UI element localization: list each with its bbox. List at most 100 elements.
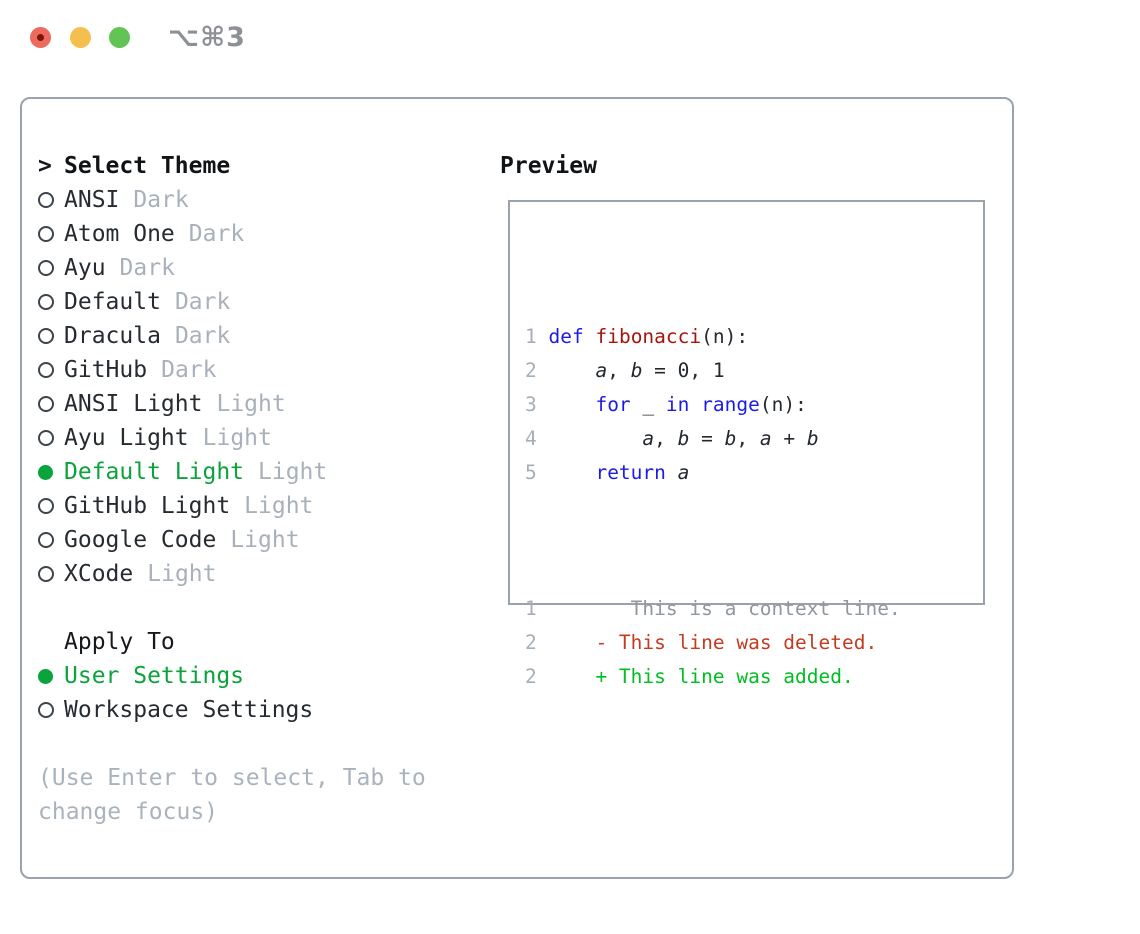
preview-title: Preview [500,153,597,179]
code-segment: _ [630,393,666,416]
code-segment: , [654,427,678,450]
diff-lines: 1 This is a context line. 2 - This line w… [525,592,901,694]
theme-selector-window: > Select Theme ANSI Dark Atom One Dark Ayu Da… [20,97,1014,879]
code-segment [584,325,596,348]
theme-item-dracula-dark[interactable]: Dracula Dark [38,319,327,353]
code-segment: in [665,393,690,416]
preview-line: 2 a, b = 0, 1 [525,354,901,388]
code-segment: 1 [525,597,537,620]
radio-icon [38,226,54,242]
zoom-button[interactable] [109,27,130,48]
theme-item-atom-one-dark[interactable]: Atom One Dark [38,217,327,251]
code-segment: 4 [525,427,549,450]
help-hint-text: (Use Enter to select, Tab to change focu… [38,765,426,825]
preview-line: 4 a, b = b, a + b [525,422,901,456]
code-segment: This is a context line. [536,597,901,620]
radio-icon [38,192,54,208]
radio-icon [38,430,54,446]
theme-name: ANSI Light [64,391,203,417]
apply-to-list: User Settings Workspace Settings [38,659,313,727]
theme-item-default-dark[interactable]: Default Dark [38,285,327,319]
code-segment: range [701,393,760,416]
code-segment: 3 [525,393,549,416]
code-segment: = [689,427,725,450]
code-segment [548,461,595,484]
preview-line: 2 - This line was deleted. [525,626,901,660]
theme-item-github-light-light[interactable]: GitHub Light Light [38,489,327,523]
code-segment: , [607,359,631,382]
code-segment: 2 [525,631,537,654]
theme-name: Default [64,289,161,315]
code-segment: for [595,393,631,416]
code-segment: = 0, 1 [642,359,725,382]
code-segment: + This line was added. [595,665,854,688]
theme-variant: Dark [133,187,189,213]
code-segment: (n): [701,325,749,348]
code-segment: return [595,461,666,484]
radio-icon [38,362,54,378]
theme-item-ayu-light-light[interactable]: Ayu Light Light [38,421,327,455]
code-segment: a [677,461,690,484]
theme-name: GitHub [64,357,148,383]
theme-name: Dracula [64,323,161,349]
theme-item-xcode-light[interactable]: XCode Light [38,557,327,591]
code-segment: 1 [525,325,549,348]
code-segment [689,393,701,416]
radio-icon [38,566,54,582]
code-segment [548,393,595,416]
apply-option-workspace-settings[interactable]: Workspace Settings [38,693,313,727]
code-segment: 2 [525,665,537,688]
theme-variant: Light [147,561,217,587]
theme-variant: Light [244,493,314,519]
theme-variant: Dark [174,289,231,315]
radio-icon [38,702,54,718]
radio-icon [38,260,54,276]
preview-line: 5 return a [525,456,901,490]
window-title: ⌥⌘3 [168,22,246,53]
preview-line: 1 This is a context line. [525,592,901,626]
theme-list: > Select Theme ANSI Dark Atom One Dark Ayu Da… [38,149,327,591]
code-segment: 5 [525,461,549,484]
code-segment: b [806,427,819,450]
theme-item-google-code-light[interactable]: Google Code Light [38,523,327,557]
theme-item-default-light-light[interactable]: Default Light Light [38,455,327,489]
code-segment: b [724,427,737,450]
theme-name: Atom One [64,221,175,247]
theme-item-ayu-dark[interactable]: Ayu Dark [38,251,327,285]
radio-icon [38,532,54,548]
code-segment: fibonacci [595,325,702,348]
radio-icon [38,328,54,344]
close-button[interactable] [30,27,51,48]
theme-name: Google Code [64,527,217,553]
apply-option-user-settings[interactable]: User Settings [38,659,313,693]
code-segment: + [771,427,807,450]
theme-item-ansi-dark[interactable]: ANSI Dark [38,183,327,217]
code-segment: 2 [525,359,549,382]
theme-variant: Light [216,391,286,417]
titlebar: ⌥⌘3 [0,0,1140,76]
theme-variant: Dark [188,221,245,247]
radio-icon [38,294,54,310]
theme-name: XCode [64,561,134,587]
code-segment: a [759,427,772,450]
theme-variant: Light [230,527,300,553]
theme-item-ansi-light-light[interactable]: ANSI Light Light [38,387,327,421]
theme-name: Ayu [64,255,106,281]
radio-selected-icon [38,668,53,684]
code-segment [548,427,642,450]
focus-cursor-icon: > [38,153,52,179]
theme-name: ANSI [64,187,120,213]
theme-name: Ayu Light [64,425,189,451]
theme-variant: Dark [174,323,231,349]
code-segment: b [630,359,643,382]
code-segment [537,665,596,688]
preview-line: 3 for _ in range(n): [525,388,901,422]
theme-item-github-dark[interactable]: GitHub Dark [38,353,327,387]
radio-selected-icon [38,464,53,480]
minimize-button[interactable] [70,27,91,48]
theme-variant: Light [202,425,272,451]
